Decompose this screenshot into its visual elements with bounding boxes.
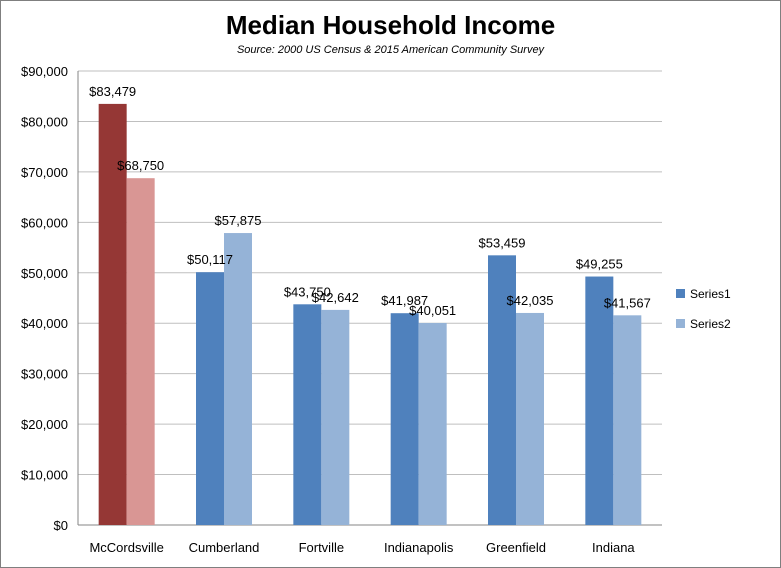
bar [196, 272, 224, 525]
y-tick-label: $20,000 [21, 417, 68, 432]
data-label: $53,459 [479, 235, 526, 250]
bar [613, 315, 642, 525]
legend-swatch [676, 289, 685, 298]
x-tick-label: Cumberland [189, 540, 260, 555]
data-label: $43,750 [284, 284, 331, 299]
bar [488, 255, 516, 525]
gridlines [77, 70, 662, 526]
x-tick-label: Greenfield [486, 540, 546, 555]
y-tick-label: $40,000 [21, 316, 68, 331]
bars [98, 103, 642, 525]
bar [224, 233, 252, 525]
x-tick-label: Indiana [592, 540, 635, 555]
y-tick-label: $60,000 [21, 215, 68, 230]
bar [321, 309, 350, 525]
x-axis-ticks: McCordsville Cumberland Fortville Indianapo… [89, 540, 635, 555]
data-label: $57,875 [215, 213, 262, 228]
data-label: $49,255 [576, 257, 623, 272]
y-tick-label: $10,000 [21, 468, 68, 483]
legend-label: Series1 [690, 287, 731, 301]
bar [390, 313, 419, 525]
legend-label: Series2 [690, 317, 731, 331]
x-tick-label: Fortville [299, 540, 345, 555]
data-label: $41,567 [604, 295, 651, 310]
data-label: $83,479 [89, 84, 136, 99]
data-label: $42,035 [507, 293, 554, 308]
chart-subtitle: Source: 2000 US Census & 2015 American C… [236, 44, 545, 56]
y-axis-ticks: $0 $10,000 $20,000 $30,000 $40,000 $50,000 $60… [21, 64, 68, 533]
bar [98, 103, 127, 525]
y-tick-label: $80,000 [21, 114, 68, 129]
legend-swatch [676, 319, 685, 328]
y-tick-label: $90,000 [21, 64, 68, 79]
bar [585, 276, 614, 525]
data-label: $42,642 [312, 290, 359, 305]
bar [126, 178, 155, 525]
chart-title: Median Household Income [225, 10, 556, 40]
bar [293, 304, 322, 525]
data-label: $41,987 [381, 293, 428, 308]
y-tick-label: $0 [54, 518, 68, 533]
data-labels: $83,479 $68,750 $50,117 $57,875 $43,750$42,6… [89, 84, 651, 318]
y-tick-label: $50,000 [21, 266, 68, 281]
bar [418, 322, 447, 525]
data-label: $68,750 [117, 158, 164, 173]
x-tick-label: Indianapolis [384, 540, 454, 555]
y-tick-label: $30,000 [21, 367, 68, 382]
bar [516, 312, 544, 525]
legend: Series1 Series2 [676, 287, 731, 331]
data-label: $40,051 [409, 303, 456, 318]
x-tick-label: McCordsville [89, 540, 163, 555]
y-tick-label: $70,000 [21, 165, 68, 180]
data-label: $50,117 [187, 252, 233, 267]
